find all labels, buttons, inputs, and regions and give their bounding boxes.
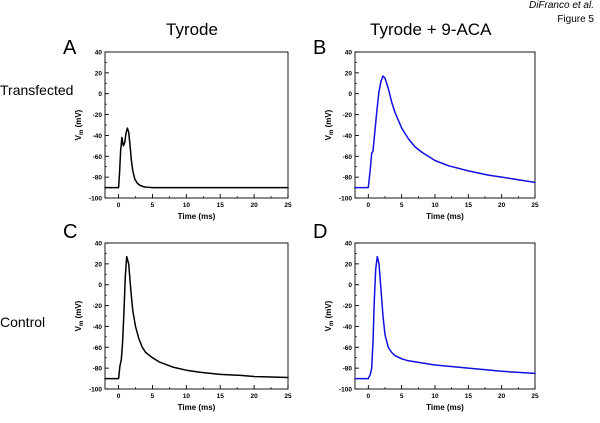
panel-c-ylabel-sub: m	[79, 321, 85, 326]
panel-a-ytick-label: -60	[93, 154, 103, 161]
panel-b-ytick-label: 0	[348, 91, 352, 98]
panel-b-xtick-label: 20	[498, 202, 506, 209]
panel-c-xtick-label: 10	[183, 393, 191, 400]
figure-number: Figure 5	[557, 14, 594, 25]
row-label-transfected: Transfected	[0, 82, 74, 98]
panel-b-xtick-label: 5	[400, 202, 404, 209]
panel-c-ytick-label: -20	[93, 303, 103, 310]
author-credit: DiFranco et al.	[528, 0, 594, 11]
panel-a-ytick-label: -80	[93, 175, 103, 182]
panel-d-ytick-label: -40	[343, 324, 353, 331]
panel-d-xtick-label: 0	[367, 393, 371, 400]
panel-c-ytick-label: 0	[98, 282, 102, 289]
panel-c-xlabel: Time (ms)	[178, 403, 216, 412]
panel-d-xlabel: Time (ms)	[426, 403, 464, 412]
panel-d-xtick-label: 20	[498, 393, 506, 400]
panel-c-xtick-label: 0	[117, 393, 121, 400]
panel-b-plot: 40 20 0 -20 -40 -60 -80 -100 0 5 10 15 20 25 Time (ms)…	[324, 50, 539, 222]
panel-c-ylabel: Vm (mV)	[74, 300, 85, 331]
panel-d-ylabel: Vm (mV)	[324, 300, 335, 331]
panel-d-trace	[354, 255, 536, 380]
panel-d-xtick-label: 25	[531, 393, 539, 400]
panel-a-xlabel: Time (ms)	[178, 212, 216, 221]
panel-d-ytick-label: 20	[345, 261, 353, 268]
panel-b-ytick-label: -40	[343, 133, 353, 140]
panel-a-trace	[104, 127, 289, 189]
panel-a-xtick-label: 10	[183, 202, 191, 209]
column-title-tyrode: Tyrode	[166, 20, 218, 39]
panel-d-plot: 40 20 0 -20 -40 -60 -80 -100 0 5 10 15 20 25 Time (ms)…	[324, 241, 539, 413]
panel-d-ylabel-main: V	[324, 325, 333, 331]
panel-d-xtick-label: 15	[465, 393, 473, 400]
panel-d-ytick-label: -100	[339, 387, 352, 394]
panel-d-xtick-label: 10	[431, 393, 439, 400]
panel-c-ytick-label: -60	[93, 345, 103, 352]
panel-b-ytick-label: 40	[345, 50, 353, 57]
panel-b-ytick-label: -60	[343, 154, 353, 161]
panel-c-ylabel-main: V	[74, 325, 83, 331]
row-label-control: Control	[0, 314, 46, 330]
panel-c-xtick-label: 25	[284, 393, 292, 400]
panel-c-xtick-label: 5	[151, 393, 155, 400]
panel-d-xtick-label: 5	[400, 393, 404, 400]
panel-b-ytick-label: -20	[343, 112, 353, 119]
panel-b-axes-frame	[354, 51, 536, 199]
panel-a-axes-frame	[104, 51, 289, 199]
panel-d-axes-frame	[354, 242, 536, 390]
panel-b-ytick-label: -100	[339, 196, 352, 203]
panel-a-ytick-label: 40	[95, 50, 103, 57]
panel-b-xtick-label: 15	[465, 202, 473, 209]
panel-d-ylabel-unit: (mV)	[324, 300, 333, 320]
panel-a-xtick-label: 5	[151, 202, 155, 209]
panel-c-xtick-label: 20	[250, 393, 258, 400]
panel-a-xtick-label: 25	[284, 202, 292, 209]
panel-b-trace	[354, 75, 536, 189]
panel-letter-d: D	[313, 221, 328, 243]
panel-d-ytick-label: -60	[343, 345, 353, 352]
panel-d-ylabel-sub: m	[329, 321, 335, 326]
panel-a-ytick-label: 20	[95, 70, 103, 77]
panel-letter-c: C	[63, 221, 78, 243]
panel-letter-a: A	[63, 37, 77, 59]
panel-a-xtick-label: 20	[250, 202, 258, 209]
panel-c-ytick-label: 40	[95, 241, 103, 248]
panel-a-ylabel-main: V	[74, 134, 83, 140]
panel-a-ytick-label: -40	[93, 133, 103, 140]
panel-a-ylabel: Vm (mV)	[74, 109, 85, 140]
panel-d-ytick-label: -20	[343, 303, 353, 310]
panel-a-ylabel-sub: m	[79, 130, 85, 135]
panel-b-xtick-label: 10	[431, 202, 439, 209]
panel-b-ylabel-main: V	[324, 134, 333, 140]
panel-a-plot: 40 20 0 -20 -40 -60 -80 -100 0 5 10 15 20 25 Time (ms)…	[74, 50, 292, 222]
panel-c-ylabel-unit: (mV)	[74, 300, 83, 320]
panel-d-ytick-label: 40	[345, 241, 353, 248]
panel-b-ylabel: Vm (mV)	[324, 109, 335, 140]
panel-b-ytick-label: -80	[343, 175, 353, 182]
panel-c-ytick-label: -100	[89, 387, 102, 394]
panel-c-trace	[104, 255, 289, 380]
panel-c-xtick-label: 15	[217, 393, 225, 400]
panel-a-ytick-label: -20	[93, 112, 103, 119]
panel-b-xlabel: Time (ms)	[426, 212, 464, 221]
panel-c-axes-frame	[104, 242, 289, 390]
panel-c-ytick-label: -80	[93, 366, 103, 373]
panel-c-ytick-label: -40	[93, 324, 103, 331]
panel-a-ylabel-unit: (mV)	[74, 109, 83, 129]
panel-a-ytick-label: 0	[98, 91, 102, 98]
panel-d-ytick-label: 0	[348, 282, 352, 289]
panel-a-xtick-label: 15	[217, 202, 225, 209]
panel-letter-b: B	[313, 37, 327, 59]
panel-a-ytick-label: -100	[89, 196, 102, 203]
panel-a-xtick-label: 0	[117, 202, 121, 209]
column-title-tyrode-9aca: Tyrode + 9-ACA	[370, 20, 492, 39]
panel-b-ylabel-unit: (mV)	[324, 109, 333, 129]
panel-b-xtick-label: 0	[367, 202, 371, 209]
panel-d-ytick-label: -80	[343, 366, 353, 373]
panel-b-ylabel-sub: m	[329, 130, 335, 135]
panel-c-plot: 40 20 0 -20 -40 -60 -80 -100 0 5 10 15 20 25 Time (ms)…	[74, 241, 292, 413]
panel-b-ytick-label: 20	[345, 70, 353, 77]
panel-b-xtick-label: 25	[531, 202, 539, 209]
panel-c-ytick-label: 20	[95, 261, 103, 268]
